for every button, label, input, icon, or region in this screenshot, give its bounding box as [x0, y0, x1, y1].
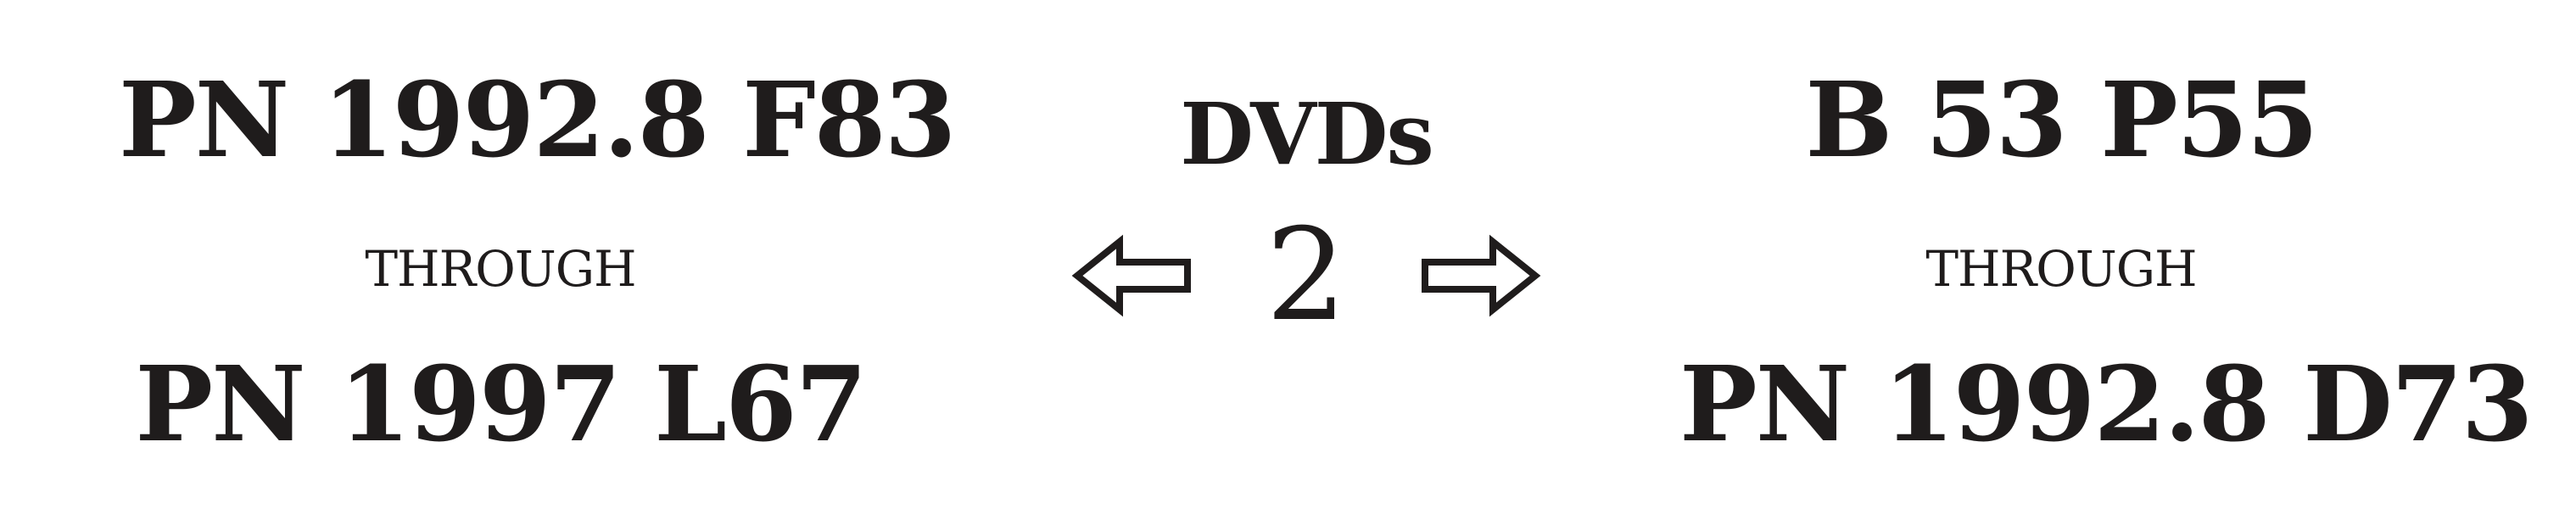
left-call-number-range: PN 1992.8 F83 THROUGH PN 1997 L67 [119, 51, 957, 475]
right-range-end: PN 1992.8 D73 [1679, 343, 2534, 465]
right-arrow-icon [1417, 233, 1544, 318]
left-range-start: PN 1992.8 F83 [119, 59, 957, 181]
center-dvd-label: DVDs 2 [1052, 68, 1561, 407]
right-call-number-range: B 53 P55 THROUGH PN 1992.8 D73 [1679, 51, 2534, 475]
left-range-end: PN 1997 L67 [135, 343, 867, 465]
dvd-title: DVDs [1180, 84, 1434, 184]
dvd-number: 2 [1266, 202, 1347, 350]
right-range-start: B 53 P55 [1805, 59, 2318, 181]
left-range-through: THROUGH [365, 240, 636, 298]
right-range-through: THROUGH [1925, 240, 2197, 298]
left-arrow-icon [1069, 233, 1196, 318]
